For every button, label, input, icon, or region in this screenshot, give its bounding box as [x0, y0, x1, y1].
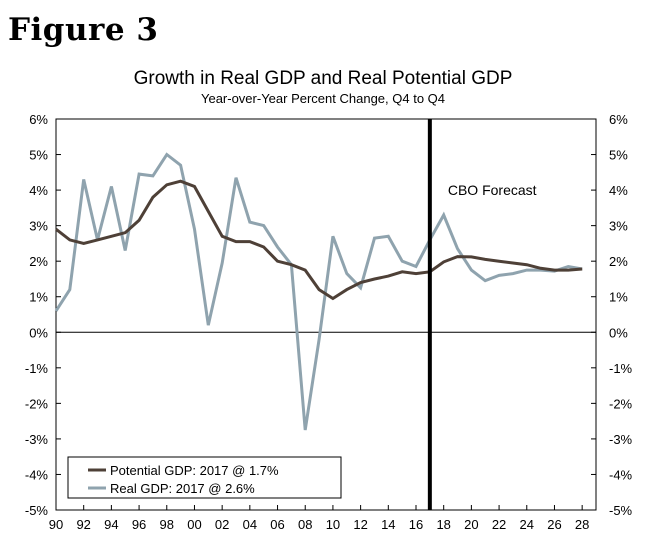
chart-title: Growth in Real GDP and Real Potential GD… [134, 68, 513, 89]
y-tick-label-right: -4% [609, 467, 633, 482]
y-tick-label-right: -3% [609, 432, 633, 447]
x-tick-label: 18 [436, 517, 450, 532]
x-tick-label: 10 [326, 517, 340, 532]
x-tick-label: 96 [132, 517, 146, 532]
y-tick-label-right: 5% [609, 148, 628, 163]
y-tick-label-left: 1% [29, 290, 48, 305]
y-tick-label-left: 6% [29, 112, 48, 127]
x-tick-label: 06 [270, 517, 284, 532]
x-tick-label: 20 [464, 517, 478, 532]
y-tick-label-right: 3% [609, 219, 628, 234]
y-tick-label-right: -1% [609, 361, 633, 376]
x-tick-label: 22 [492, 517, 506, 532]
series-real-gdp-line [54, 152, 583, 431]
y-tick-label-left: -2% [25, 396, 49, 411]
y-tick-label-left: 2% [29, 254, 48, 269]
series-potential-gdp-line [55, 179, 583, 301]
chart-subtitle: Year-over-Year Percent Change, Q4 to Q4 [201, 91, 445, 106]
x-tick-label: 14 [381, 517, 395, 532]
y-tick-label-right: 1% [609, 290, 628, 305]
y-tick-label-left: 4% [29, 183, 48, 198]
y-tick-label-right: 2% [609, 254, 628, 269]
x-tick-label: 90 [49, 517, 63, 532]
x-tick-label: 04 [243, 517, 257, 532]
legend-label-real: Real GDP: 2017 @ 2.6% [110, 481, 255, 496]
x-tick-label: 12 [353, 517, 367, 532]
x-tick-label: 98 [160, 517, 174, 532]
y-tick-label-left: -4% [25, 467, 49, 482]
figure-label: Figure 3 [8, 12, 159, 48]
y-tick-label-left: 0% [29, 325, 48, 340]
y-tick-label-left: -5% [25, 503, 49, 518]
y-tick-label-right: -5% [609, 503, 633, 518]
plot-frame [55, 118, 597, 511]
x-tick-label: 92 [76, 517, 90, 532]
x-tick-label: 16 [409, 517, 423, 532]
y-tick-label-left: 3% [29, 219, 48, 234]
y-tick-label-left: -3% [25, 432, 49, 447]
legend-box [67, 456, 342, 499]
x-tick-label: 94 [104, 517, 118, 532]
x-tick-label: 24 [520, 517, 534, 532]
legend-label-potential: Potential GDP: 2017 @ 1.7% [110, 463, 279, 478]
x-tick-label: 28 [575, 517, 589, 532]
y-tick-label-right: 6% [609, 112, 628, 127]
y-tick-label-right: -2% [609, 396, 633, 411]
y-tick-label-right: 0% [609, 325, 628, 340]
x-tick-label: 08 [298, 517, 312, 532]
forecast-label: CBO Forecast [448, 182, 537, 198]
x-tick-label: 26 [547, 517, 561, 532]
legend: Potential GDP: 2017 @ 1.7% Real GDP: 2017… [67, 456, 342, 499]
x-tick-label: 02 [215, 517, 229, 532]
y-tick-label-left: -1% [25, 361, 49, 376]
y-tick-label-right: 4% [609, 183, 628, 198]
y-tick-label-left: 5% [29, 148, 48, 163]
x-tick-label: 00 [187, 517, 201, 532]
